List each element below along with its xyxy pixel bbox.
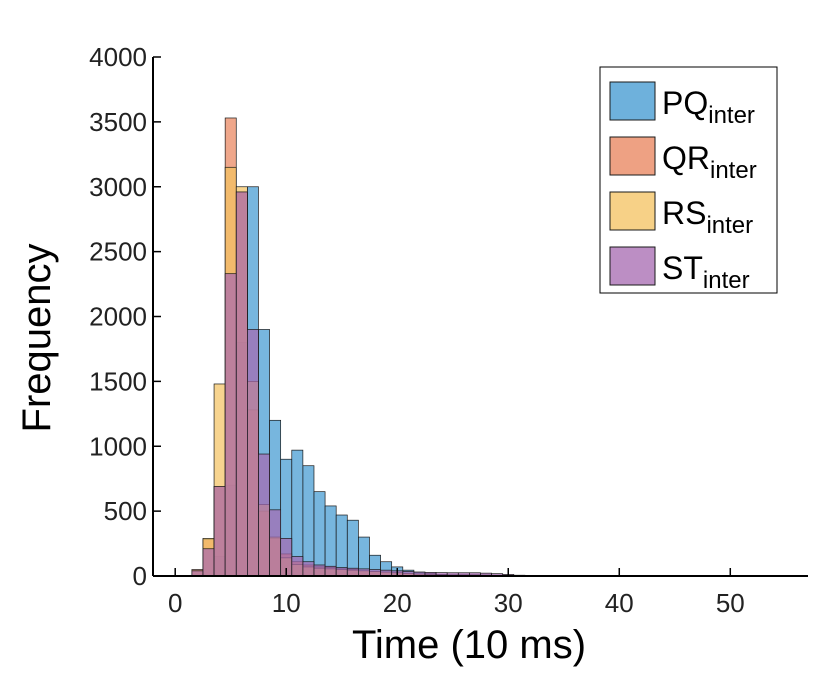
bar-pq-14 [346, 519, 359, 577]
y-tick-label-6: 3000 [89, 172, 147, 202]
x-tick-label-5: 50 [716, 588, 745, 618]
y-tick-label-2: 1000 [89, 431, 147, 461]
x-tick-label-2: 20 [383, 588, 412, 618]
y-tick-label-0: 0 [133, 561, 147, 591]
legend-label-st: STinter [662, 250, 750, 294]
y-tick-label-5: 2500 [89, 237, 147, 267]
x-tick-label-3: 30 [494, 588, 523, 618]
bar-pq-12 [324, 505, 337, 577]
bar-st-10 [302, 561, 315, 577]
legend-swatch-qr [609, 136, 656, 176]
bar-st-12 [324, 565, 337, 577]
bar-st-6 [258, 453, 270, 577]
bar-pq-13 [335, 514, 348, 577]
bar-st-13 [335, 567, 348, 577]
legend: PQinter QRinter RSinter STinter [599, 66, 778, 294]
y-tick-label-7: 3500 [89, 107, 147, 137]
x-tick-label-4: 40 [605, 588, 634, 618]
y-tick-label-4: 2000 [89, 302, 147, 332]
series-st [191, 191, 548, 577]
bar-st-15 [358, 568, 370, 577]
bar-st-3 [224, 273, 237, 577]
y-ticks: 0 500 1000 1500 2000 2500 3000 3500 4000 [89, 42, 161, 591]
legend-label-qr: QRinter [662, 140, 757, 184]
legend-label-rs: RSinter [662, 195, 753, 239]
bar-st-5 [247, 329, 259, 577]
legend-swatch-st [609, 246, 656, 286]
legend-swatch-rs [609, 191, 656, 231]
bar-st-2 [213, 486, 226, 577]
bar-st-11 [313, 564, 326, 577]
bar-st-9 [291, 556, 304, 577]
bar-st-4 [235, 191, 248, 577]
y-axis-label: Frequency [15, 244, 59, 433]
x-ticks: 0 10 20 30 40 50 [168, 568, 745, 618]
bars-layer [191, 117, 548, 577]
y-tick-label-8: 4000 [89, 42, 147, 72]
bar-st-14 [346, 567, 359, 577]
bar-st-7 [269, 509, 282, 577]
x-axis-label: Time (10 ms) [352, 623, 586, 667]
bar-pq-11 [313, 491, 326, 577]
x-tick-label-0: 0 [168, 588, 182, 618]
bar-st-1 [202, 548, 215, 577]
y-tick-label-3: 1500 [89, 366, 147, 396]
bar-pq-10 [302, 465, 315, 577]
legend-swatch-pq [609, 81, 656, 121]
x-tick-label-1: 10 [272, 588, 301, 618]
y-tick-label-1: 500 [104, 496, 147, 526]
legend-label-pq: PQinter [662, 85, 755, 129]
